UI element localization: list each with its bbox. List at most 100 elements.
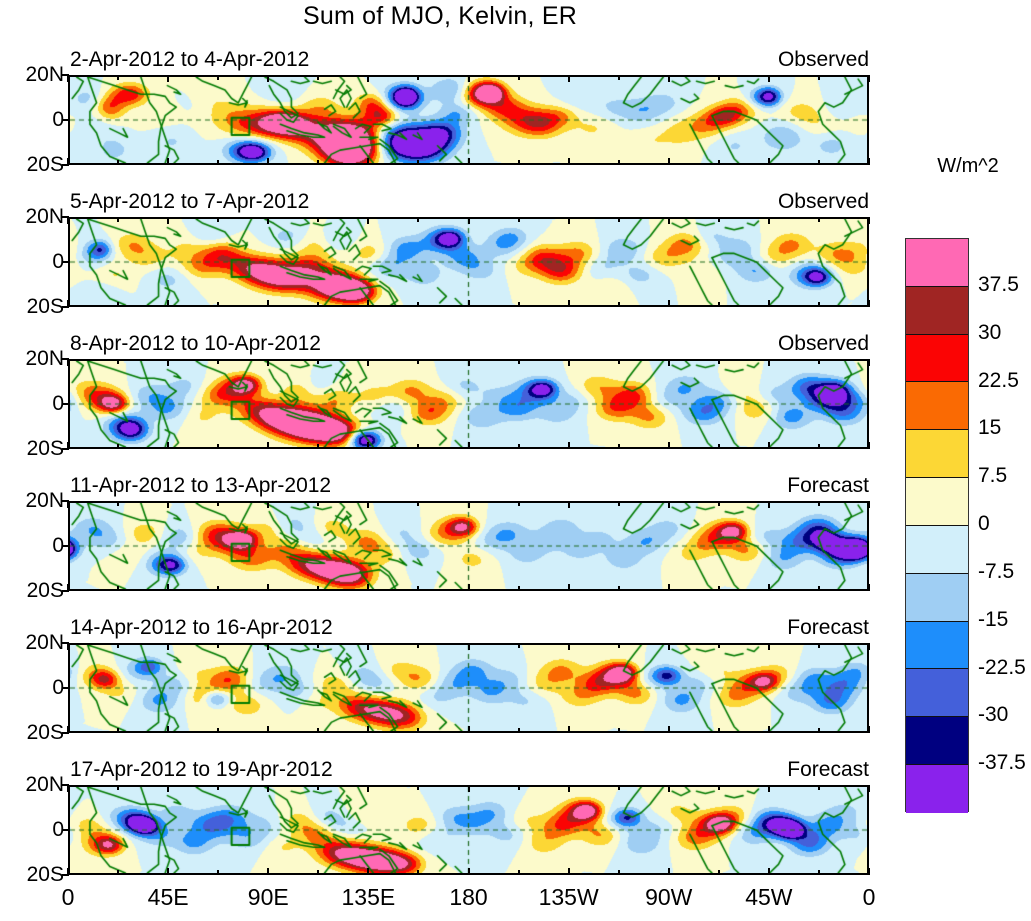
x-tick-mark-minor: [117, 785, 120, 790]
x-tick-label-4: 180: [449, 884, 488, 910]
y-tick-label-p2-2: 20S: [26, 295, 64, 318]
x-tick-mark: [567, 300, 570, 307]
colorbar-tick-label-5: 0: [978, 512, 990, 535]
panel-kind-label-4: Forecast: [787, 474, 869, 497]
x-tick-mark-minor: [217, 217, 220, 222]
map-panel-3[interactable]: [68, 359, 869, 449]
x-tick-mark-minor: [817, 728, 820, 733]
panel-kind-label-3: Observed: [777, 332, 869, 355]
y-tick-label-p1-2: 20S: [26, 153, 64, 176]
x-tick-mark: [167, 158, 170, 165]
x-tick-mark-minor: [417, 75, 420, 80]
y-tick-label-p6-0: 20N: [25, 773, 64, 796]
x-tick-mark: [367, 726, 370, 733]
x-tick-mark: [467, 584, 470, 591]
x-tick-mark: [267, 359, 270, 366]
x-tick-mark-minor: [317, 586, 320, 591]
y-tick-label-p4-1: 0: [52, 534, 64, 557]
x-tick-mark-minor: [417, 728, 420, 733]
x-tick-mark: [667, 217, 670, 224]
x-tick-mark-minor: [217, 785, 220, 790]
map-panel-6[interactable]: [68, 785, 869, 875]
x-tick-mark-minor: [217, 302, 220, 307]
y-tick-label-p4-2: 20S: [26, 579, 64, 602]
y-tick-label-p2-0: 20N: [25, 205, 64, 228]
x-tick-mark: [567, 75, 570, 82]
x-tick-mark: [767, 158, 770, 165]
x-tick-mark: [67, 158, 69, 165]
y-tick-label-p5-2: 20S: [26, 721, 64, 744]
x-tick-mark-minor: [117, 501, 120, 506]
colorbar-tick-label-7: -15: [978, 607, 1009, 631]
x-tick-mark: [67, 359, 69, 366]
y-tick-mark: [62, 164, 69, 166]
x-tick-mark: [67, 501, 69, 508]
y-tick-mark: [62, 590, 69, 592]
x-tick-mark-minor: [717, 643, 720, 648]
x-tick-mark: [367, 158, 370, 165]
y-tick-label-p5-1: 0: [52, 676, 64, 699]
map-panel-2[interactable]: [68, 217, 869, 307]
x-tick-mark: [868, 501, 870, 508]
x-tick-mark: [367, 643, 370, 650]
y-tick-mark: [62, 642, 69, 644]
map-panel-1[interactable]: [68, 75, 869, 165]
panel-date-label-4: 11-Apr-2012 to 13-Apr-2012: [70, 474, 332, 497]
x-tick-mark-minor: [217, 160, 220, 165]
panel-kind-label-5: Forecast: [787, 616, 869, 639]
x-tick-mark: [467, 643, 470, 650]
panel-date-label-5: 14-Apr-2012 to 16-Apr-2012: [70, 616, 333, 639]
colorbar-band-1: [906, 286, 968, 335]
x-tick-mark-minor: [617, 870, 620, 875]
x-tick-mark: [367, 300, 370, 307]
x-tick-mark: [467, 785, 470, 792]
x-tick-mark: [167, 359, 170, 366]
x-tick-label-6: 90W: [645, 884, 693, 910]
x-tick-mark: [267, 868, 270, 875]
page-title: Sum of MJO, Kelvin, ER: [303, 2, 577, 30]
map-panel-5[interactable]: [68, 643, 869, 733]
x-tick-mark: [868, 643, 870, 650]
colorbar-tick-label-3: 15: [978, 416, 1002, 440]
x-tick-mark-minor: [117, 586, 120, 591]
x-tick-mark: [67, 442, 69, 449]
colorbar-tick-label-8: -22.5: [978, 655, 1026, 679]
y-tick-mark: [62, 74, 69, 76]
x-tick-mark-minor: [217, 359, 220, 364]
x-tick-mark: [667, 300, 670, 307]
x-tick-mark: [367, 584, 370, 591]
y-tick-mark: [62, 403, 69, 405]
x-tick-mark-minor: [417, 870, 420, 875]
x-tick-mark-minor: [317, 302, 320, 307]
x-tick-mark: [167, 300, 170, 307]
x-tick-mark: [467, 75, 470, 82]
x-tick-mark-minor: [617, 160, 620, 165]
colorbar-band-4: [906, 430, 968, 479]
x-tick-mark-minor: [517, 359, 520, 364]
x-tick-mark: [267, 785, 270, 792]
x-tick-mark: [467, 359, 470, 366]
x-tick-mark: [167, 217, 170, 224]
x-tick-mark: [167, 726, 170, 733]
x-tick-mark-minor: [317, 785, 320, 790]
x-tick-mark-minor: [317, 728, 320, 733]
panel-field-6: [70, 787, 867, 873]
x-tick-mark: [767, 643, 770, 650]
panel-date-label-1: 2-Apr-2012 to 4-Apr-2012: [70, 48, 310, 71]
x-tick-mark: [667, 442, 670, 449]
x-tick-mark: [167, 501, 170, 508]
y-tick-mark: [62, 500, 69, 502]
x-tick-mark: [467, 300, 470, 307]
x-tick-mark-minor: [617, 728, 620, 733]
x-tick-mark-minor: [717, 444, 720, 449]
colorbar[interactable]: [905, 238, 969, 813]
x-tick-mark: [67, 868, 69, 875]
x-tick-mark-minor: [517, 870, 520, 875]
y-tick-mark: [62, 358, 69, 360]
y-tick-label-p3-1: 0: [52, 392, 64, 415]
panel-field-5: [70, 645, 867, 731]
map-panel-4[interactable]: [68, 501, 869, 591]
x-tick-mark: [667, 726, 670, 733]
colorbar-band-9: [906, 669, 968, 718]
x-tick-label-1: 45E: [147, 884, 189, 910]
